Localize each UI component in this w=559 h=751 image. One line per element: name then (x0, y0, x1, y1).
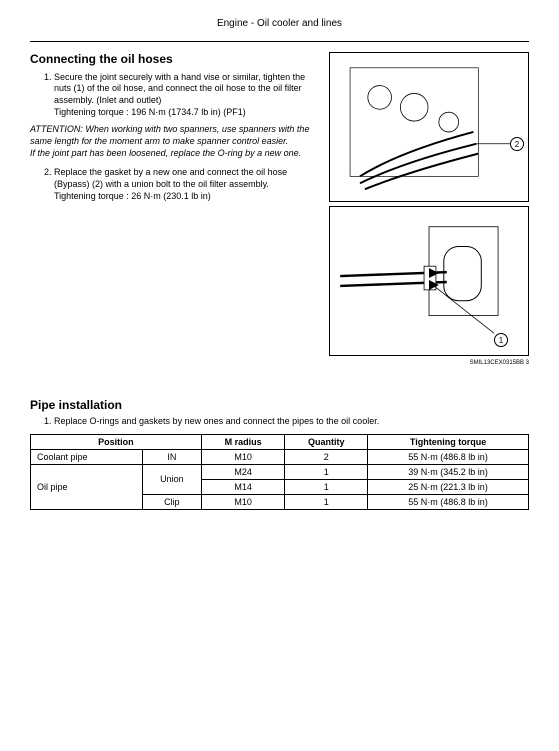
figure-top: 2 (329, 52, 529, 202)
step-1: Secure the joint securely with a hand vi… (54, 72, 319, 160)
step-1-body: Secure the joint securely with a hand vi… (54, 72, 319, 107)
cell-t: 25 N·m (221.3 lb in) (368, 479, 529, 494)
step-2-torque: Tightening torque : 26 N·m (230.1 lb in) (54, 191, 319, 203)
th-torque: Tightening torque (368, 434, 529, 449)
figure-caption: SMIL13CEX0315BB 3 (329, 360, 529, 366)
cell-q: 2 (285, 449, 368, 464)
cell-q: 1 (285, 464, 368, 479)
section2-steps: Replace O-rings and gaskets by new ones … (30, 416, 529, 428)
torque-table: Position M radius Quantity Tightening to… (30, 434, 529, 510)
figure-column: 2 1 SMIL13CEX0315BB 3 (329, 52, 529, 380)
section2-step-1: Replace O-rings and gaskets by new ones … (54, 416, 529, 428)
cell-m: M10 (201, 449, 285, 464)
th-position: Position (31, 434, 202, 449)
step-2: Replace the gasket by a new one and conn… (54, 167, 319, 202)
cell-q: 1 (285, 494, 368, 509)
cell-t: 55 N·m (486.8 lb in) (368, 494, 529, 509)
section1-title: Connecting the oil hoses (30, 52, 319, 68)
cell-t: 55 N·m (486.8 lb in) (368, 449, 529, 464)
cell-t: 39 N·m (345.2 lb in) (368, 464, 529, 479)
callout-1: 1 (494, 333, 508, 347)
table-row: Oil pipe Union M24 1 39 N·m (345.2 lb in… (31, 464, 529, 479)
cell-pos2: Clip (142, 494, 201, 509)
section2-title: Pipe installation (30, 398, 529, 412)
cell-pos1: Coolant pipe (31, 449, 143, 464)
cell-m: M24 (201, 464, 285, 479)
cell-m: M10 (201, 494, 285, 509)
cell-pos2: IN (142, 449, 201, 464)
text-column: Connecting the oil hoses Secure the join… (30, 52, 319, 380)
cell-m: M14 (201, 479, 285, 494)
step-2-body: Replace the gasket by a new one and conn… (54, 167, 319, 190)
page-header: Engine - Oil cooler and lines (30, 18, 529, 29)
th-mradius: M radius (201, 434, 285, 449)
cell-pos1: Oil pipe (31, 464, 143, 509)
header-rule (30, 41, 529, 42)
cell-q: 1 (285, 479, 368, 494)
table-row: Coolant pipe IN M10 2 55 N·m (486.8 lb i… (31, 449, 529, 464)
callout-2: 2 (510, 137, 524, 151)
step-1-torque: Tightening torque : 196 N·m (1734.7 lb i… (54, 107, 319, 119)
figure-bottom: 1 (329, 206, 529, 356)
attention-note: ATTENTION: When working with two spanner… (30, 124, 319, 159)
figure-top-svg (330, 53, 528, 201)
section-connecting: Connecting the oil hoses Secure the join… (30, 52, 529, 380)
cell-pos2: Union (142, 464, 201, 494)
th-quantity: Quantity (285, 434, 368, 449)
steps-list: Secure the joint securely with a hand vi… (30, 72, 319, 203)
table-header-row: Position M radius Quantity Tightening to… (31, 434, 529, 449)
